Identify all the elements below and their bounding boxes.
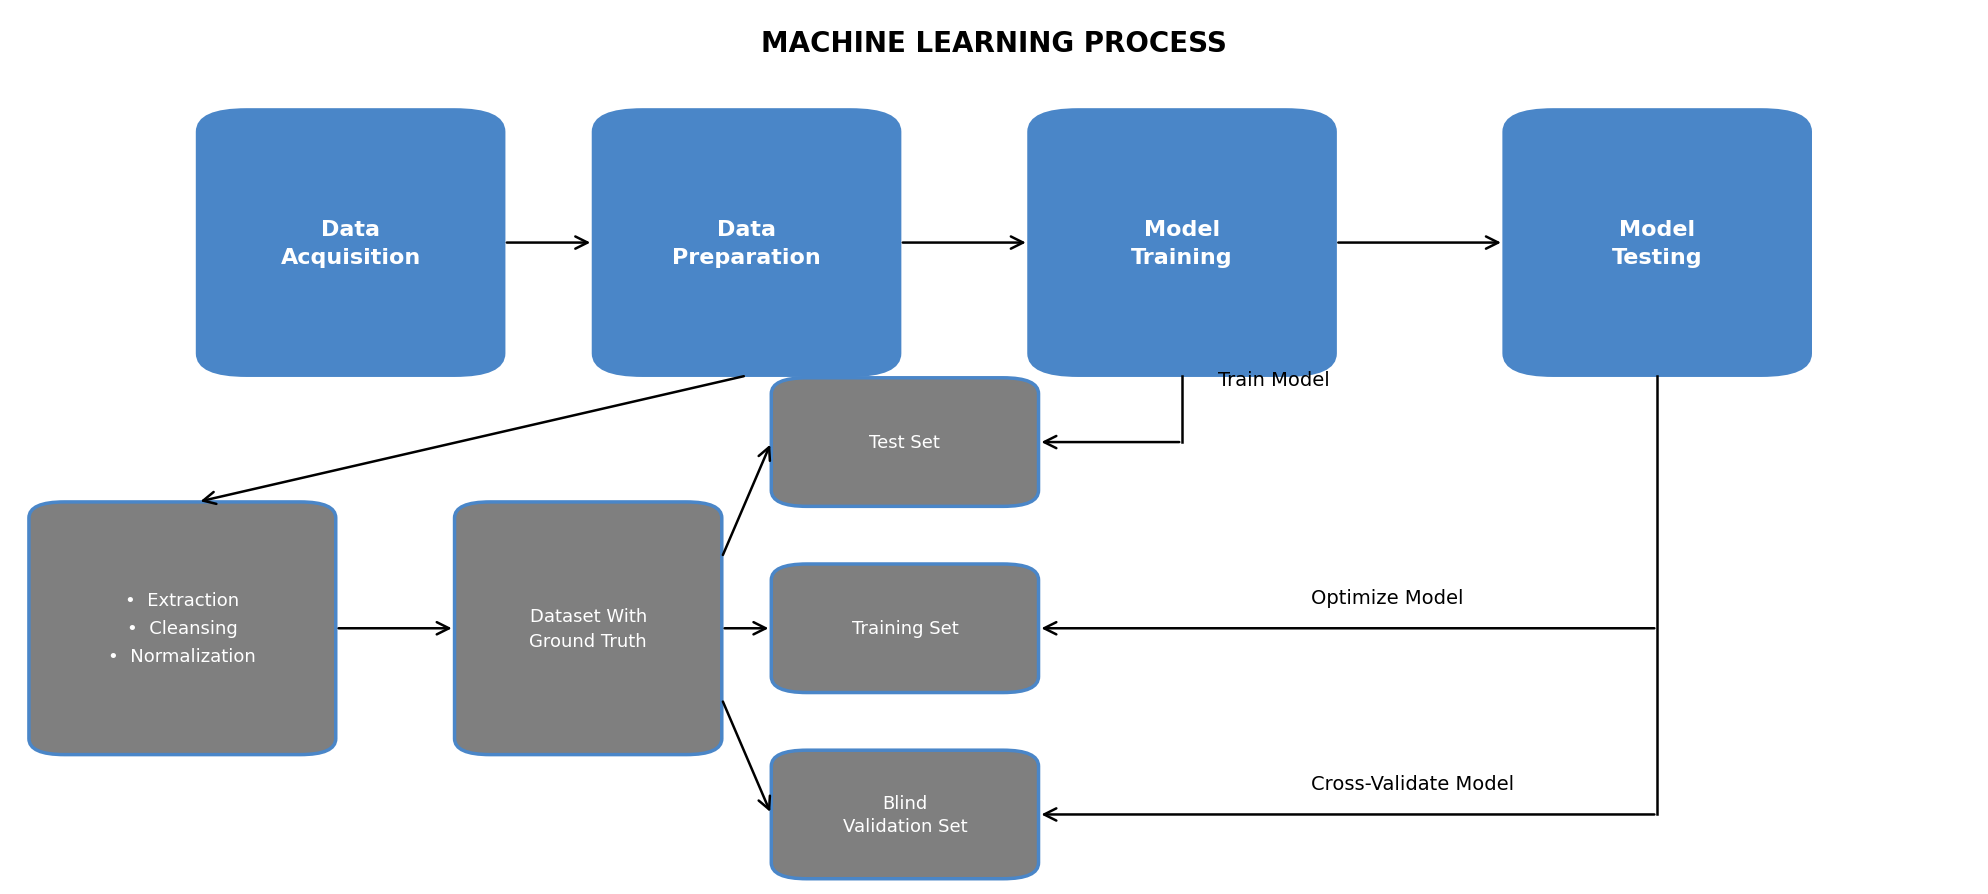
Text: Dataset With
Ground Truth: Dataset With Ground Truth — [529, 607, 646, 650]
Text: Optimize Model: Optimize Model — [1310, 588, 1463, 607]
FancyBboxPatch shape — [771, 564, 1038, 693]
FancyBboxPatch shape — [771, 378, 1038, 507]
Text: Data
Acquisition: Data Acquisition — [280, 219, 421, 267]
Text: Cross-Validate Model: Cross-Validate Model — [1310, 774, 1515, 793]
Text: Model
Testing: Model Testing — [1612, 219, 1702, 267]
FancyBboxPatch shape — [771, 750, 1038, 879]
Text: Train Model: Train Model — [1219, 371, 1330, 390]
Text: Test Set: Test Set — [869, 434, 940, 451]
FancyBboxPatch shape — [592, 111, 901, 376]
FancyBboxPatch shape — [30, 502, 336, 755]
Text: MACHINE LEARNING PROCESS: MACHINE LEARNING PROCESS — [761, 30, 1227, 58]
Text: Model
Training: Model Training — [1131, 219, 1233, 267]
Text: Training Set: Training Set — [851, 620, 958, 637]
Text: Blind
Validation Set: Blind Validation Set — [843, 794, 968, 835]
Text: •  Extraction
•  Cleansing
•  Normalization: • Extraction • Cleansing • Normalization — [109, 592, 256, 665]
Text: Data
Preparation: Data Preparation — [672, 219, 821, 267]
FancyBboxPatch shape — [1028, 111, 1336, 376]
FancyBboxPatch shape — [455, 502, 722, 755]
FancyBboxPatch shape — [1503, 111, 1811, 376]
FancyBboxPatch shape — [197, 111, 505, 376]
